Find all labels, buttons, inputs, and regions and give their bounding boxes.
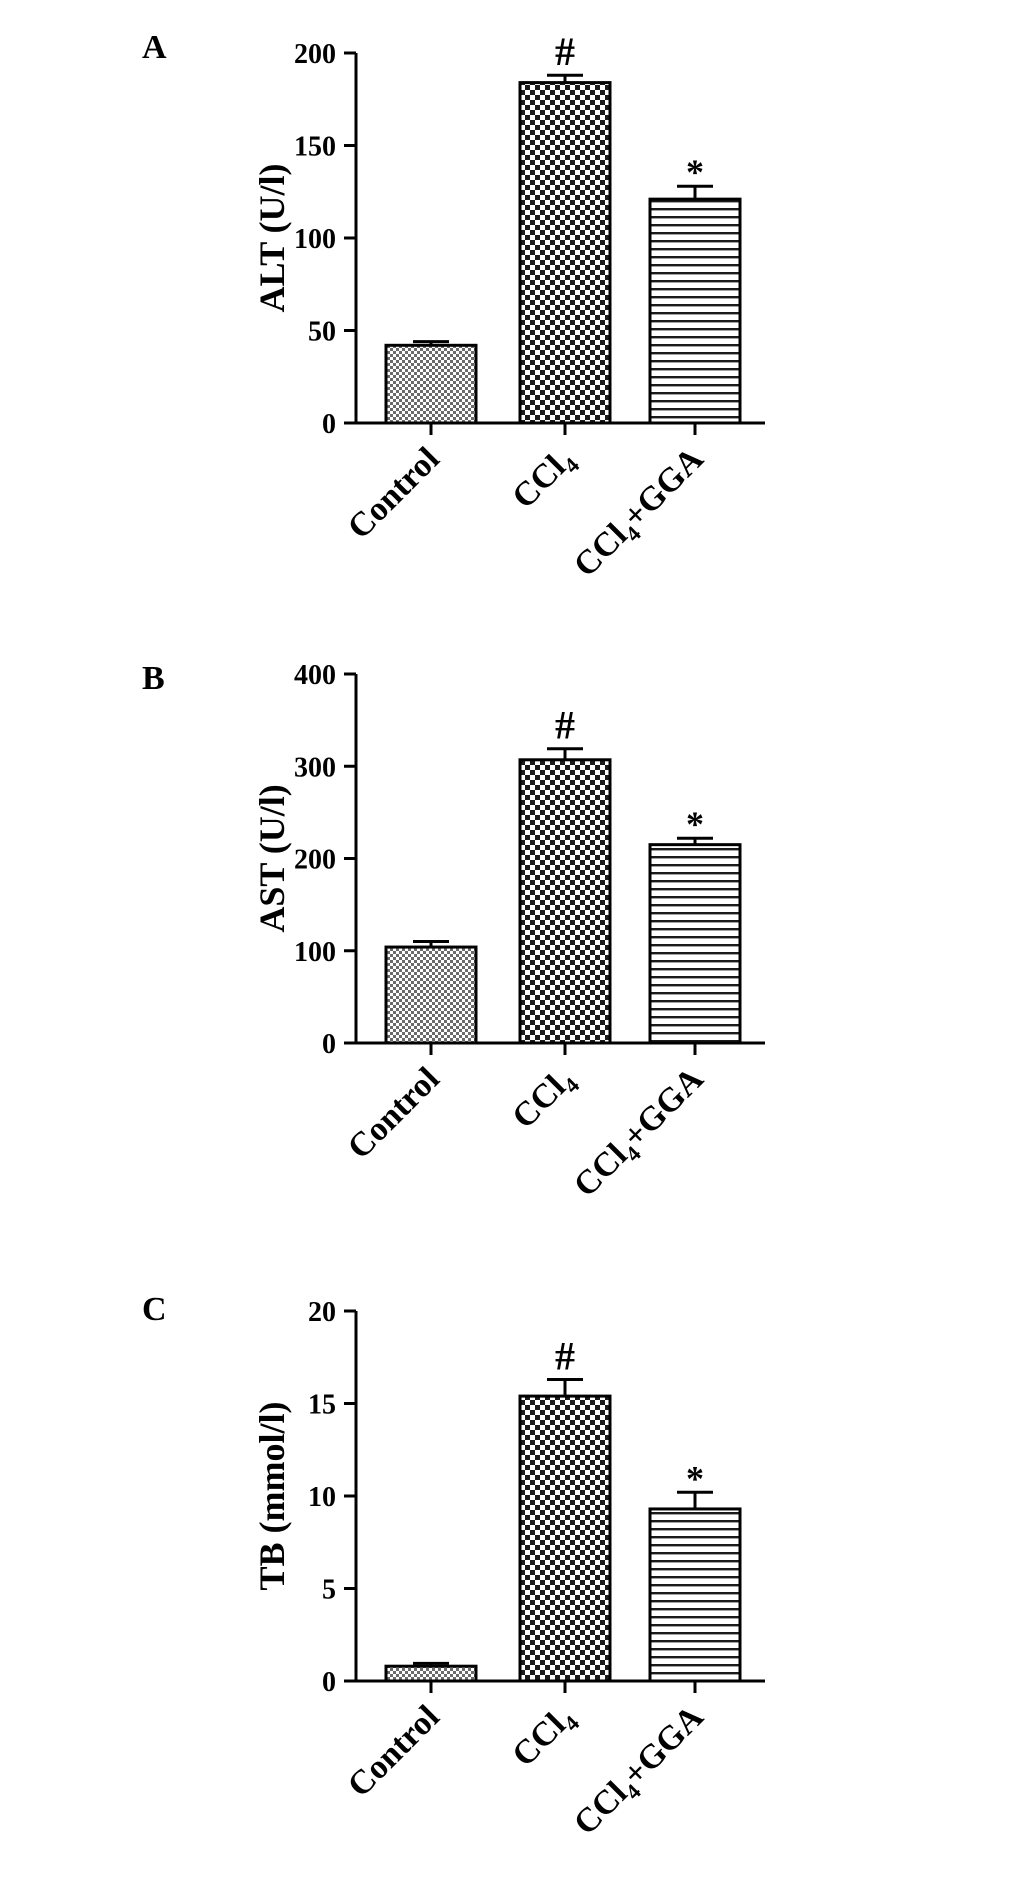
y-tick-label: 150 [294, 132, 336, 163]
y-tick-label: 10 [308, 1482, 336, 1513]
chart-panel-c: C 0 5 10 15 20 TB (mmol/l) Control # CCl4 * CCl4+GG… [142, 1291, 765, 1846]
y-tick-label: 15 [308, 1390, 336, 1421]
x-category-label: CCl4+GGA [567, 1698, 715, 1846]
x-category-label: CCl4 [505, 1698, 584, 1777]
significance-hash: # [555, 1333, 575, 1378]
y-tick-label: 20 [308, 1297, 336, 1328]
bar [518, 758, 612, 1045]
y-tick-label: 200 [294, 39, 336, 70]
y-axis-label: TB (mmol/l) [252, 1402, 292, 1591]
panel-letter: C [142, 1291, 167, 1328]
y-tick-label: 100 [294, 224, 336, 255]
significance-hash: # [555, 29, 575, 74]
y-tick-label: 50 [308, 317, 336, 348]
significance-hash: # [555, 703, 575, 748]
y-tick-label: 100 [294, 937, 336, 968]
x-category-label: CCl4 [505, 440, 584, 519]
bar [648, 197, 742, 425]
y-axis-label: AST (U/l) [252, 784, 292, 932]
chart-panel-a: A 0 50 100 150 200 ALT (U/l) Control # CCl4 * CCl4+… [142, 29, 765, 588]
bar [384, 343, 478, 425]
significance-asterisk: * [686, 804, 704, 844]
chart-panel-b: B 0 100 200 300 400 AST (U/l) Control # CCl4 * CCl4… [142, 660, 765, 1208]
bar [518, 1394, 612, 1683]
bar [518, 81, 612, 425]
x-category-label: Control [341, 440, 447, 546]
y-tick-label: 0 [322, 1667, 336, 1698]
x-category-label: CCl4+GGA [567, 1060, 715, 1208]
y-tick-label: 200 [294, 845, 336, 876]
bar [648, 1507, 742, 1683]
x-category-label: Control [341, 1060, 447, 1166]
panel-letter: B [142, 660, 165, 697]
panel-letter: A [142, 29, 167, 66]
x-category-label: CCl4+GGA [567, 440, 715, 588]
bar [384, 1664, 478, 1683]
y-tick-label: 400 [294, 660, 336, 691]
y-tick-label: 0 [322, 1029, 336, 1060]
y-tick-label: 0 [322, 409, 336, 440]
x-category-label: CCl4 [505, 1060, 584, 1139]
y-tick-label: 5 [322, 1575, 336, 1606]
bar [648, 843, 742, 1045]
significance-asterisk: * [686, 1458, 704, 1498]
x-category-label: Control [341, 1698, 447, 1804]
bar [384, 945, 478, 1045]
significance-asterisk: * [686, 152, 704, 192]
y-axis-label: ALT (U/l) [252, 163, 292, 312]
y-tick-label: 300 [294, 752, 336, 783]
